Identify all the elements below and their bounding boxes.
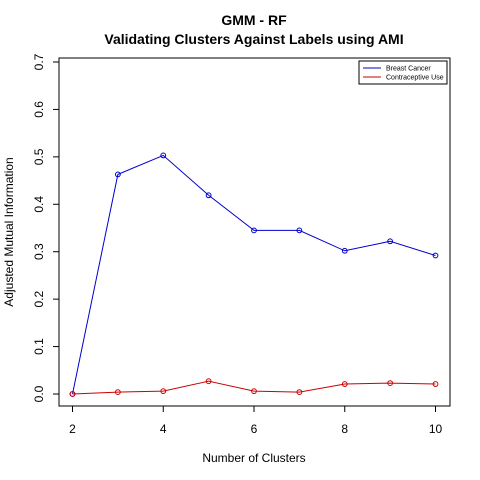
y-tick-label: 0.4 bbox=[32, 196, 46, 213]
x-tick-label: 6 bbox=[251, 422, 258, 436]
data-point bbox=[205, 378, 212, 385]
data-point bbox=[160, 152, 167, 159]
legend-label: Contraceptive Use bbox=[386, 75, 444, 82]
data-point bbox=[341, 381, 348, 387]
data-point bbox=[160, 388, 167, 395]
data-point bbox=[251, 388, 257, 395]
data-point bbox=[341, 247, 348, 254]
series-layer bbox=[69, 152, 439, 397]
data-point bbox=[251, 227, 257, 234]
y-tick-label: 0.6 bbox=[32, 101, 46, 118]
x-tick-label: 2 bbox=[69, 422, 76, 436]
legend-label: Breast Cancer bbox=[386, 66, 431, 73]
x-tick-label: 8 bbox=[341, 422, 348, 436]
y-axis: 0.0 0.1 0.2 0.3 0.4 0.5 0.6 0.7 bbox=[32, 53, 59, 402]
x-tick-label: 4 bbox=[160, 422, 167, 436]
y-tick-label: 0.3 bbox=[32, 243, 46, 260]
data-point bbox=[432, 252, 439, 259]
series-line-1 bbox=[72, 380, 436, 395]
data-point bbox=[114, 389, 121, 396]
y-tick-label: 0.1 bbox=[32, 338, 46, 355]
legend-box bbox=[358, 60, 448, 85]
y-tick-label: 0.5 bbox=[32, 148, 46, 165]
data-point bbox=[387, 238, 394, 245]
data-point bbox=[296, 227, 303, 234]
chart-subtitle: Validating Clusters Against Labels using… bbox=[104, 31, 403, 47]
y-tick-label: 0.2 bbox=[32, 290, 46, 307]
y-tick-label: 0.7 bbox=[32, 53, 46, 70]
data-point bbox=[205, 192, 212, 199]
data-point bbox=[114, 171, 121, 178]
legend: Breast Cancer Contraceptive Use bbox=[358, 60, 448, 85]
y-axis-label: Adjusted Mutual Information bbox=[2, 157, 16, 306]
data-point bbox=[387, 380, 394, 386]
chart-title: GMM - RF bbox=[221, 12, 287, 28]
data-point bbox=[296, 389, 303, 396]
x-axis: 2 4 6 8 10 bbox=[69, 406, 442, 436]
data-point bbox=[432, 381, 439, 387]
x-axis-label: Number of Clusters bbox=[202, 451, 305, 465]
x-tick-label: 10 bbox=[429, 422, 443, 436]
plot-frame bbox=[58, 57, 451, 407]
series-line-0 bbox=[72, 154, 436, 395]
data-point bbox=[69, 391, 76, 397]
y-tick-label: 0.0 bbox=[32, 385, 46, 402]
